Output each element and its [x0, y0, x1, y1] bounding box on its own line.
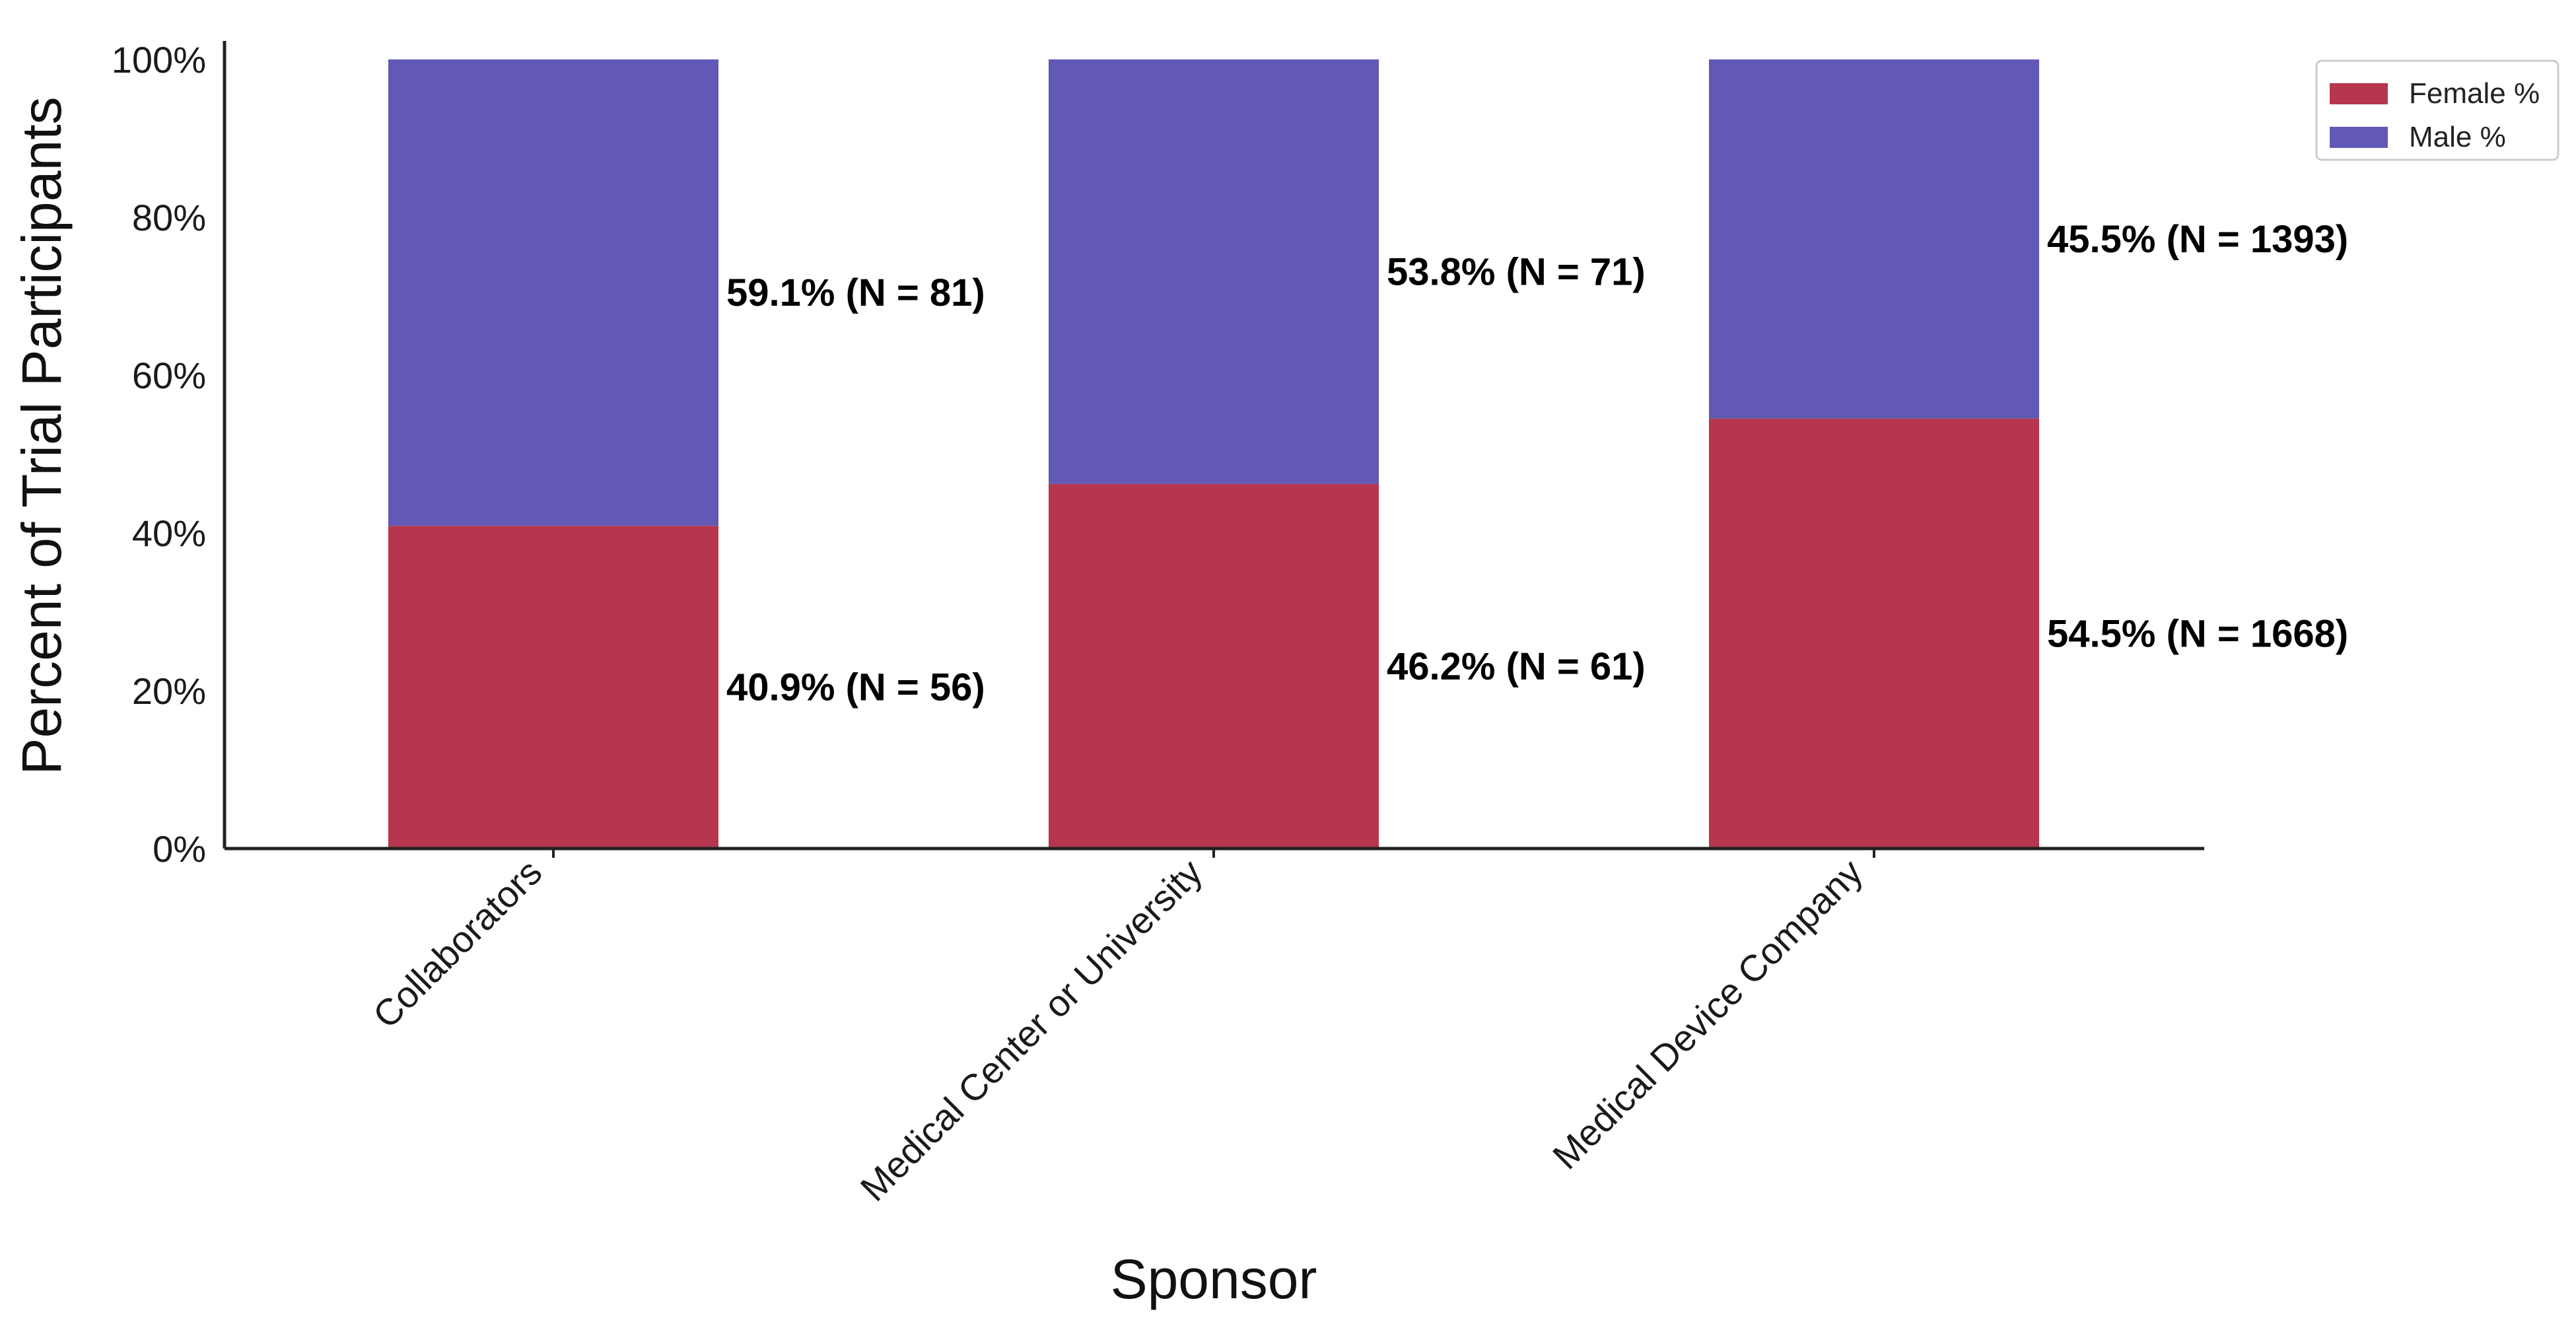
- y-tick-label: 20%: [132, 670, 206, 712]
- bar-male-0: [388, 59, 718, 526]
- y-tick-label: 0%: [153, 828, 206, 870]
- x-tick-label: Medical Device Company: [1545, 851, 1871, 1177]
- bar-female-0: [388, 526, 718, 849]
- data-label-female-0: 40.9% (N = 56): [726, 666, 985, 709]
- bar-female-1: [1049, 483, 1379, 849]
- x-axis-title: Sponsor: [1111, 1248, 1317, 1310]
- legend-swatch-male: [2330, 127, 2388, 148]
- x-tick-label: Medical Center or University: [853, 851, 1210, 1209]
- bar-female-2: [1709, 418, 2039, 849]
- bars-layer: [388, 59, 2039, 849]
- legend-label-male: Male %: [2409, 121, 2506, 153]
- legend: Female % Male %: [2315, 59, 2559, 161]
- y-tick-label: 100%: [112, 39, 206, 81]
- x-tick-label: Collaborators: [365, 851, 549, 1036]
- y-tick-label: 80%: [132, 197, 206, 238]
- bar-male-1: [1049, 59, 1379, 484]
- bar-male-2: [1709, 59, 2039, 419]
- data-labels-layer: 40.9% (N = 56) 59.1% (N = 81) 46.2% (N = 6…: [726, 218, 2348, 709]
- y-tick-label: 40%: [132, 512, 206, 554]
- data-label-female-1: 46.2% (N = 61): [1387, 645, 1646, 688]
- y-axis-title: Percent of Trial Participants: [11, 96, 73, 775]
- y-tick-label: 60%: [132, 355, 206, 396]
- legend-swatch-female: [2330, 83, 2388, 104]
- data-label-male-1: 53.8% (N = 71): [1387, 250, 1646, 293]
- data-label-male-0: 59.1% (N = 81): [726, 271, 985, 314]
- legend-label-female: Female %: [2409, 77, 2540, 110]
- data-label-female-2: 54.5% (N = 1668): [2047, 612, 2348, 655]
- data-label-male-2: 45.5% (N = 1393): [2047, 218, 2348, 261]
